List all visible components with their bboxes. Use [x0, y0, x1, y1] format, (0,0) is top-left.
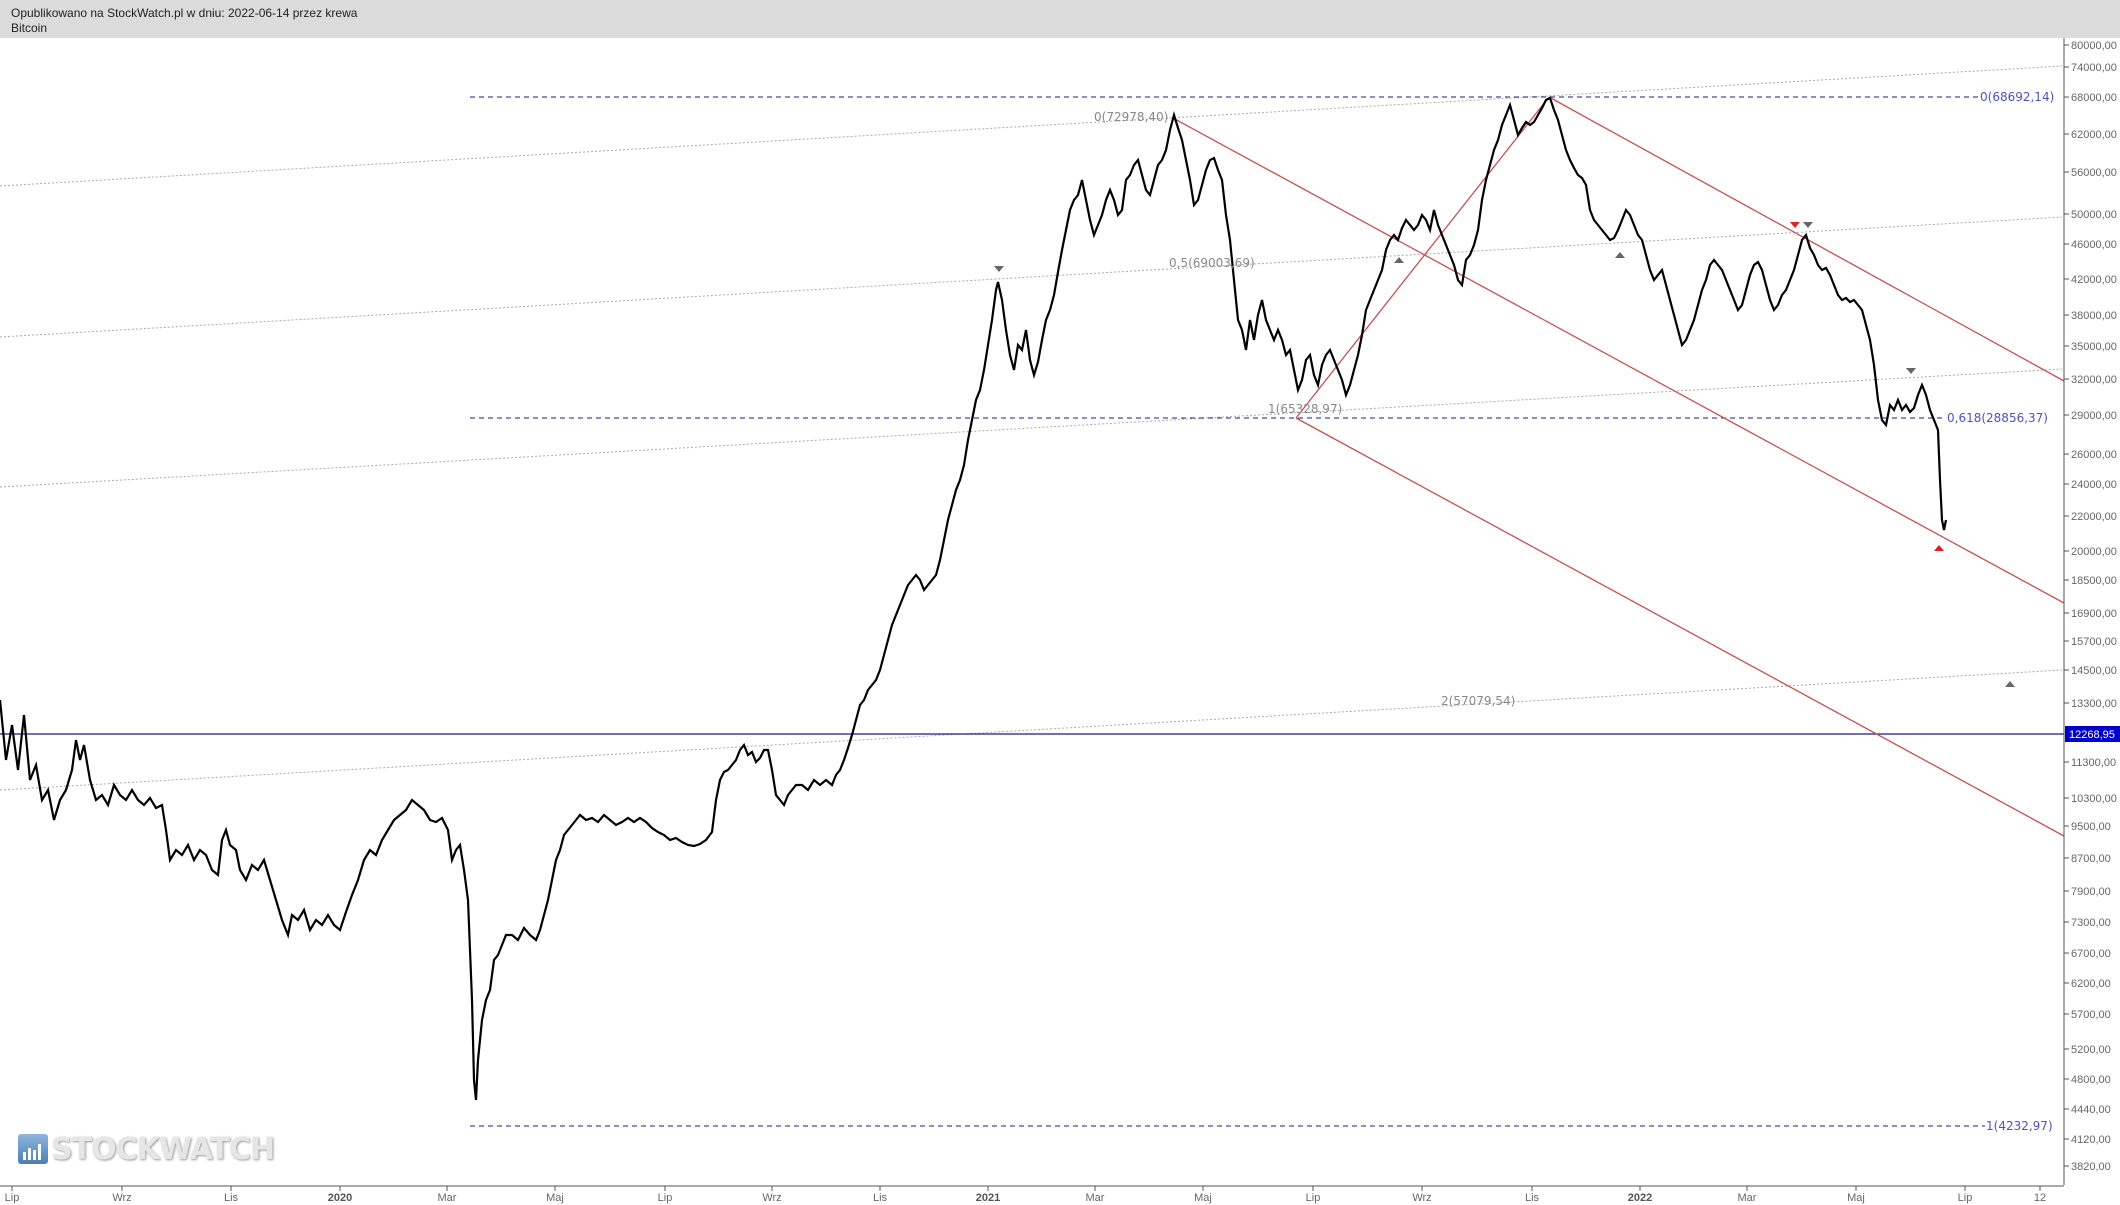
y-tick-label: 62000,00	[2071, 129, 2117, 141]
marker-gray-up-icon	[1394, 257, 1404, 263]
x-tick-label: Lis	[873, 1192, 888, 1204]
y-tick-label: 7900,00	[2071, 886, 2111, 898]
x-tick-label: Lip	[1958, 1192, 1973, 1204]
publish-info: Opublikowano na StockWatch.pl w dniu: 20…	[11, 6, 358, 20]
fib-bottom-label: 1(4232,97)	[1986, 1119, 2053, 1133]
stockwatch-logo: STOCKWATCH	[18, 1131, 275, 1167]
trend-channel	[1172, 96, 2065, 837]
marker-red-down-icon	[1790, 222, 1800, 228]
proj-2-label: 2(57079,54)	[1441, 694, 1515, 708]
y-tick-label: 7300,00	[2071, 917, 2111, 929]
y-tick-label: 11300,00	[2071, 757, 2116, 769]
proj-0-label: 0(72978,40)	[1094, 110, 1168, 124]
marker-gray-up-icon	[2005, 681, 2015, 687]
y-tick-label: 20000,00	[2071, 546, 2117, 558]
x-tick-label: 2021	[976, 1192, 1000, 1204]
x-tick-label: Maj	[546, 1192, 564, 1204]
marker-gray-down-icon	[1906, 368, 1916, 374]
y-tick-label: 16900,00	[2071, 608, 2117, 620]
y-tick-label: 35000,00	[2071, 341, 2117, 353]
x-tick-label: Lis	[224, 1192, 239, 1204]
price-series	[0, 96, 1948, 1101]
chart-header: Opublikowano na StockWatch.pl w dniu: 20…	[0, 0, 2120, 38]
y-tick-label: 56000,00	[2071, 167, 2117, 179]
y-tick-label: 46000,00	[2071, 239, 2117, 251]
x-axis: Lip Wrz Lis 2020 Mar Maj Lip Wrz Lis 2021 Mar Maj Li…	[0, 1185, 2064, 1204]
y-tick-label: 3820,00	[2071, 1161, 2111, 1173]
logo-text: STOCKWATCH	[51, 1131, 275, 1167]
y-tick-label: 4120,00	[2071, 1134, 2111, 1146]
marker-red-up-icon	[1934, 545, 1944, 551]
bar-chart-icon	[18, 1134, 48, 1164]
y-tick-label: 38000,00	[2071, 310, 2117, 322]
current-price-value: 12268,95	[2069, 729, 2115, 741]
marker-gray-down-icon	[994, 266, 1004, 272]
x-tick-label: 2020	[328, 1192, 352, 1204]
x-tick-label: Lis	[1525, 1192, 1540, 1204]
proj-05-label: 0,5(69003,69)	[1169, 256, 1255, 270]
y-tick-label: 74000,00	[2071, 62, 2117, 74]
projection-lines	[0, 65, 2063, 791]
x-tick-label: Mar	[1738, 1192, 1757, 1204]
x-tick-label: Mar	[1086, 1192, 1105, 1204]
x-tick-label: 12	[2034, 1192, 2046, 1204]
y-tick-label: 24000,00	[2071, 479, 2117, 491]
x-tick-label: Lip	[658, 1192, 673, 1204]
y-tick-label: 32000,00	[2071, 374, 2117, 386]
y-tick-label: 22000,00	[2071, 511, 2117, 523]
marker-gray-up-icon	[1615, 252, 1625, 258]
current-price-badge	[2065, 726, 2120, 742]
y-tick-label: 14500,00	[2071, 665, 2117, 677]
y-tick-label: 10300,00	[2071, 793, 2117, 805]
y-tick-label: 4440,00	[2071, 1104, 2111, 1116]
y-tick-label: 26000,00	[2071, 449, 2117, 461]
fib-levels	[470, 96, 1985, 1127]
y-tick-label: 18500,00	[2071, 575, 2117, 587]
y-tick-label: 42000,00	[2071, 274, 2117, 286]
y-tick-label: 13300,00	[2071, 698, 2117, 710]
y-tick-label: 5700,00	[2071, 1009, 2111, 1021]
y-tick-label: 8700,00	[2071, 853, 2111, 865]
x-tick-label: Wrz	[112, 1192, 131, 1204]
fib-top-label: 0(68692,14)	[1980, 90, 2054, 104]
y-tick-label: 6200,00	[2071, 978, 2111, 990]
x-tick-label: Lip	[1306, 1192, 1321, 1204]
x-tick-label: Wrz	[762, 1192, 781, 1204]
x-tick-label: Mar	[438, 1192, 457, 1204]
x-tick-label: Lip	[5, 1192, 20, 1204]
y-axis: 80000,00 74000,00 68000,00 62000,00 56000,00…	[2063, 38, 2120, 1185]
signal-markers	[994, 222, 2015, 687]
x-tick-label: 2022	[1628, 1192, 1652, 1204]
y-tick-label: 9500,00	[2071, 821, 2111, 833]
y-tick-label: 6700,00	[2071, 948, 2111, 960]
y-tick-label: 4800,00	[2071, 1074, 2111, 1086]
x-tick-label: Maj	[1847, 1192, 1865, 1204]
y-tick-label: 29000,00	[2071, 410, 2117, 422]
proj-1-label: 1(65328,97)	[1268, 402, 1342, 416]
fib-618-label: 0,618(28856,37)	[1947, 411, 2048, 425]
marker-gray-down-icon	[1803, 222, 1813, 228]
x-tick-label: Wrz	[1412, 1192, 1431, 1204]
y-tick-label: 50000,00	[2071, 209, 2117, 221]
y-tick-label: 15700,00	[2071, 636, 2117, 648]
instrument-name: Bitcoin	[11, 21, 48, 35]
y-tick-label: 5200,00	[2071, 1044, 2111, 1056]
y-tick-label: 68000,00	[2071, 92, 2117, 104]
chart-annotations: 0(68692,14) 0,618(28856,37) 1(4232,97) 0…	[1094, 90, 2054, 1133]
y-tick-label: 80000,00	[2071, 40, 2117, 52]
x-tick-label: Maj	[1194, 1192, 1212, 1204]
